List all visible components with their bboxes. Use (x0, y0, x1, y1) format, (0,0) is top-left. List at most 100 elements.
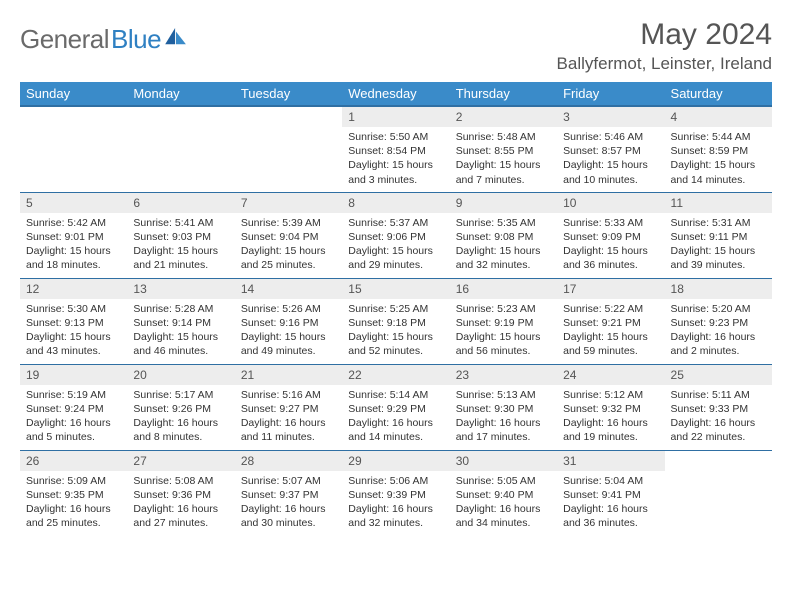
daylight-text: Daylight: 15 hours and 7 minutes. (456, 158, 551, 186)
day-info: Sunrise: 5:25 AMSunset: 9:18 PMDaylight:… (342, 299, 449, 362)
sunset-text: Sunset: 9:06 PM (348, 230, 443, 244)
calendar-week-row: 26Sunrise: 5:09 AMSunset: 9:35 PMDayligh… (20, 450, 772, 536)
day-info: Sunrise: 5:31 AMSunset: 9:11 PMDaylight:… (665, 213, 772, 276)
day-number: 10 (557, 193, 664, 213)
day-number: 14 (235, 279, 342, 299)
calendar-day-cell: 25Sunrise: 5:11 AMSunset: 9:33 PMDayligh… (665, 364, 772, 450)
sunset-text: Sunset: 9:39 PM (348, 488, 443, 502)
day-info: Sunrise: 5:37 AMSunset: 9:06 PMDaylight:… (342, 213, 449, 276)
day-info: Sunrise: 5:16 AMSunset: 9:27 PMDaylight:… (235, 385, 342, 448)
day-info: Sunrise: 5:48 AMSunset: 8:55 PMDaylight:… (450, 127, 557, 190)
day-info: Sunrise: 5:28 AMSunset: 9:14 PMDaylight:… (127, 299, 234, 362)
month-title: May 2024 (557, 18, 772, 52)
day-info: Sunrise: 5:09 AMSunset: 9:35 PMDaylight:… (20, 471, 127, 534)
sunrise-text: Sunrise: 5:33 AM (563, 216, 658, 230)
calendar-day-cell: 21Sunrise: 5:16 AMSunset: 9:27 PMDayligh… (235, 364, 342, 450)
sunset-text: Sunset: 9:21 PM (563, 316, 658, 330)
sunrise-text: Sunrise: 5:50 AM (348, 130, 443, 144)
calendar-week-row: 1Sunrise: 5:50 AMSunset: 8:54 PMDaylight… (20, 106, 772, 192)
daylight-text: Daylight: 16 hours and 2 minutes. (671, 330, 766, 358)
daylight-text: Daylight: 15 hours and 46 minutes. (133, 330, 228, 358)
sunrise-text: Sunrise: 5:19 AM (26, 388, 121, 402)
weekday-header: Sunday (20, 82, 127, 106)
sunset-text: Sunset: 9:08 PM (456, 230, 551, 244)
sunset-text: Sunset: 9:19 PM (456, 316, 551, 330)
calendar-day-cell: 12Sunrise: 5:30 AMSunset: 9:13 PMDayligh… (20, 278, 127, 364)
daylight-text: Daylight: 16 hours and 30 minutes. (241, 502, 336, 530)
sunset-text: Sunset: 9:32 PM (563, 402, 658, 416)
sunset-text: Sunset: 9:26 PM (133, 402, 228, 416)
daylight-text: Daylight: 16 hours and 14 minutes. (348, 416, 443, 444)
weekday-header: Thursday (450, 82, 557, 106)
calendar-week-row: 5Sunrise: 5:42 AMSunset: 9:01 PMDaylight… (20, 192, 772, 278)
day-number: 20 (127, 365, 234, 385)
day-info: Sunrise: 5:06 AMSunset: 9:39 PMDaylight:… (342, 471, 449, 534)
daylight-text: Daylight: 16 hours and 34 minutes. (456, 502, 551, 530)
daylight-text: Daylight: 15 hours and 21 minutes. (133, 244, 228, 272)
day-number: 21 (235, 365, 342, 385)
sunrise-text: Sunrise: 5:31 AM (671, 216, 766, 230)
daylight-text: Daylight: 15 hours and 10 minutes. (563, 158, 658, 186)
calendar-day-cell: 16Sunrise: 5:23 AMSunset: 9:19 PMDayligh… (450, 278, 557, 364)
daylight-text: Daylight: 16 hours and 25 minutes. (26, 502, 121, 530)
day-number: 18 (665, 279, 772, 299)
daylight-text: Daylight: 15 hours and 56 minutes. (456, 330, 551, 358)
daylight-text: Daylight: 16 hours and 32 minutes. (348, 502, 443, 530)
calendar-day-cell: 27Sunrise: 5:08 AMSunset: 9:36 PMDayligh… (127, 450, 234, 536)
sunrise-text: Sunrise: 5:08 AM (133, 474, 228, 488)
sunrise-text: Sunrise: 5:06 AM (348, 474, 443, 488)
sunset-text: Sunset: 8:57 PM (563, 144, 658, 158)
sunset-text: Sunset: 9:03 PM (133, 230, 228, 244)
day-info: Sunrise: 5:23 AMSunset: 9:19 PMDaylight:… (450, 299, 557, 362)
day-info: Sunrise: 5:12 AMSunset: 9:32 PMDaylight:… (557, 385, 664, 448)
daylight-text: Daylight: 16 hours and 11 minutes. (241, 416, 336, 444)
day-number: 15 (342, 279, 449, 299)
calendar-day-cell: 7Sunrise: 5:39 AMSunset: 9:04 PMDaylight… (235, 192, 342, 278)
calendar-day-cell: 18Sunrise: 5:20 AMSunset: 9:23 PMDayligh… (665, 278, 772, 364)
day-number: 19 (20, 365, 127, 385)
sunset-text: Sunset: 9:09 PM (563, 230, 658, 244)
calendar-day-cell: 19Sunrise: 5:19 AMSunset: 9:24 PMDayligh… (20, 364, 127, 450)
weekday-header: Friday (557, 82, 664, 106)
day-info: Sunrise: 5:35 AMSunset: 9:08 PMDaylight:… (450, 213, 557, 276)
sunset-text: Sunset: 9:37 PM (241, 488, 336, 502)
sunset-text: Sunset: 9:27 PM (241, 402, 336, 416)
day-number: 5 (20, 193, 127, 213)
sunrise-text: Sunrise: 5:07 AM (241, 474, 336, 488)
sunrise-text: Sunrise: 5:28 AM (133, 302, 228, 316)
sunrise-text: Sunrise: 5:25 AM (348, 302, 443, 316)
daylight-text: Daylight: 16 hours and 22 minutes. (671, 416, 766, 444)
day-number: 26 (20, 451, 127, 471)
day-info: Sunrise: 5:44 AMSunset: 8:59 PMDaylight:… (665, 127, 772, 190)
weekday-header: Wednesday (342, 82, 449, 106)
calendar-day-cell: 9Sunrise: 5:35 AMSunset: 9:08 PMDaylight… (450, 192, 557, 278)
sunrise-text: Sunrise: 5:13 AM (456, 388, 551, 402)
sunrise-text: Sunrise: 5:35 AM (456, 216, 551, 230)
day-info: Sunrise: 5:30 AMSunset: 9:13 PMDaylight:… (20, 299, 127, 362)
calendar-day-cell: 1Sunrise: 5:50 AMSunset: 8:54 PMDaylight… (342, 106, 449, 192)
day-info: Sunrise: 5:04 AMSunset: 9:41 PMDaylight:… (557, 471, 664, 534)
daylight-text: Daylight: 16 hours and 5 minutes. (26, 416, 121, 444)
day-number: 24 (557, 365, 664, 385)
sunrise-text: Sunrise: 5:11 AM (671, 388, 766, 402)
day-info: Sunrise: 5:07 AMSunset: 9:37 PMDaylight:… (235, 471, 342, 534)
sunset-text: Sunset: 9:40 PM (456, 488, 551, 502)
day-number: 22 (342, 365, 449, 385)
day-info: Sunrise: 5:08 AMSunset: 9:36 PMDaylight:… (127, 471, 234, 534)
logo-sail-icon (165, 28, 187, 46)
day-number: 25 (665, 365, 772, 385)
logo-word-general: General (20, 24, 109, 55)
day-info: Sunrise: 5:41 AMSunset: 9:03 PMDaylight:… (127, 213, 234, 276)
sunset-text: Sunset: 9:36 PM (133, 488, 228, 502)
sunrise-text: Sunrise: 5:16 AM (241, 388, 336, 402)
sunrise-text: Sunrise: 5:12 AM (563, 388, 658, 402)
day-info: Sunrise: 5:13 AMSunset: 9:30 PMDaylight:… (450, 385, 557, 448)
sunrise-text: Sunrise: 5:22 AM (563, 302, 658, 316)
calendar-day-cell: 17Sunrise: 5:22 AMSunset: 9:21 PMDayligh… (557, 278, 664, 364)
calendar-day-cell: 2Sunrise: 5:48 AMSunset: 8:55 PMDaylight… (450, 106, 557, 192)
day-number: 28 (235, 451, 342, 471)
calendar-week-row: 12Sunrise: 5:30 AMSunset: 9:13 PMDayligh… (20, 278, 772, 364)
day-number: 1 (342, 107, 449, 127)
daylight-text: Daylight: 15 hours and 29 minutes. (348, 244, 443, 272)
sunrise-text: Sunrise: 5:48 AM (456, 130, 551, 144)
